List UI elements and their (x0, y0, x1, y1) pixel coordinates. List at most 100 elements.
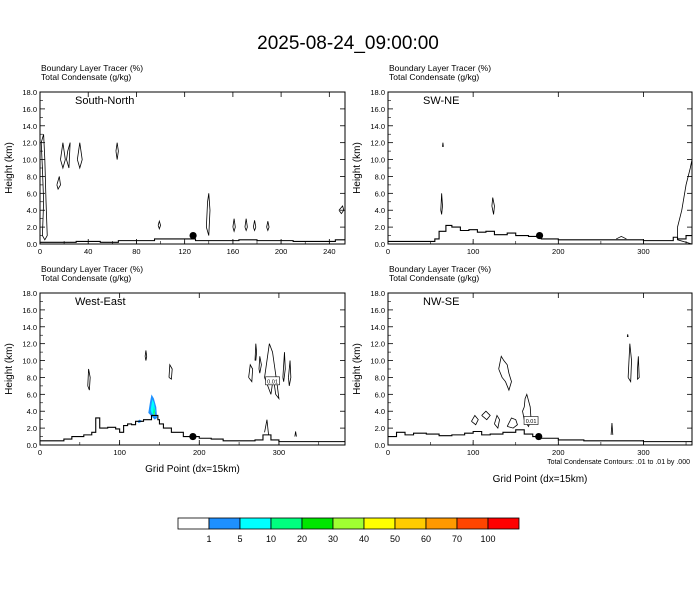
panel-header-line: Boundary Layer Tracer (%) (41, 264, 143, 274)
colorbar-label: 60 (421, 534, 431, 544)
y-tick-label: 6.0 (375, 390, 385, 399)
x-tick-label: 80 (132, 247, 140, 256)
terrain-line (40, 414, 345, 443)
x-tick-label: 300 (637, 448, 650, 457)
condensate-contour (232, 218, 236, 233)
contour-label-text: 0.01 (526, 419, 537, 425)
condensate-contour (282, 352, 286, 382)
figure-title: 2025-08-24_09:00:00 (257, 33, 439, 54)
panel-header-line: Boundary Layer Tracer (%) (41, 63, 143, 73)
x-tick-label: 240 (323, 247, 336, 256)
y-tick-label: 0.0 (375, 240, 385, 249)
y-axis-label: Height (km) (4, 343, 15, 395)
condensate-contour (610, 423, 614, 435)
terrain-line (40, 238, 345, 243)
colorbar-label: 1 (206, 534, 211, 544)
condensate-contour (626, 334, 629, 337)
colorbar-swatch (208, 517, 241, 530)
condensate-contour (481, 410, 491, 421)
panel-label: SW-NE (423, 95, 459, 107)
x-tick-label: 100 (113, 448, 126, 457)
y-tick-label: 4.0 (375, 206, 385, 215)
panel-nw-se: Boundary Layer Tracer (%)Total Condensat… (352, 264, 693, 485)
panel-header-line: Total Condensate (g/kg) (41, 72, 131, 82)
condensate-contour (248, 363, 254, 383)
colorbar-swatch (270, 517, 303, 530)
condensate-contour (616, 235, 627, 240)
condensate-contour (144, 350, 148, 361)
colorbar: 1 5 10 20 30 40 50 60 70 100 (177, 517, 520, 544)
y-tick-label: 18.0 (370, 289, 385, 298)
y-tick-label: 14.0 (22, 122, 37, 131)
x-tick-label: 0 (38, 448, 42, 457)
y-tick-label: 10.0 (22, 357, 37, 366)
condensate-contour (244, 218, 248, 232)
y-tick-label: 14.0 (22, 323, 37, 332)
condensate-contour (66, 142, 71, 169)
colorbar-swatch (239, 517, 272, 530)
y-tick-label: 18.0 (22, 289, 37, 298)
condensate-contour (338, 205, 345, 215)
condensate-contour (294, 431, 297, 437)
panel-label: West-East (75, 296, 126, 308)
y-axis-label: Height (km) (352, 142, 363, 194)
condensate-contour (491, 197, 495, 215)
y-tick-label: 2.0 (27, 424, 37, 433)
condensate-contour (637, 356, 640, 381)
condensate-contour (627, 343, 632, 384)
x-tick-label: 300 (637, 247, 650, 256)
condensate-contour (677, 159, 692, 244)
panel-west-east: Boundary Layer Tracer (%)Total Condensat… (4, 264, 346, 475)
y-tick-label: 4.0 (27, 206, 37, 215)
y-tick-label: 16.0 (370, 306, 385, 315)
y-tick-label: 2.0 (375, 424, 385, 433)
location-marker (535, 432, 543, 441)
condensate-contour (264, 419, 269, 435)
y-tick-label: 8.0 (375, 373, 385, 382)
colorbar-label: 70 (452, 534, 462, 544)
y-tick-label: 10.0 (370, 357, 385, 366)
condensate-contour (264, 343, 280, 400)
y-tick-label: 12.0 (370, 139, 385, 148)
colorbar-swatch (487, 517, 520, 530)
condensate-contour (471, 414, 479, 426)
condensate-contour (205, 193, 211, 236)
plot-frame (387, 292, 693, 446)
condensate-contour (288, 360, 292, 386)
x-tick-label: 300 (273, 448, 286, 457)
y-tick-label: 6.0 (27, 390, 37, 399)
y-tick-label: 8.0 (27, 172, 37, 181)
colorbar-label: 50 (390, 534, 400, 544)
condensate-contour (442, 142, 444, 147)
panel-header-line: Total Condensate (g/kg) (41, 273, 131, 283)
plot-area (388, 142, 692, 244)
x-tick-label: 0 (386, 448, 390, 457)
y-tick-label: 18.0 (22, 88, 37, 97)
panel-header-line: Total Condensate (g/kg) (389, 273, 479, 283)
condensate-contour (266, 221, 270, 232)
y-tick-label: 6.0 (27, 189, 37, 198)
contour-label-text: 0.01 (267, 379, 278, 385)
colorbar-label: 40 (359, 534, 369, 544)
condensate-contour (252, 220, 257, 232)
condensate-contour (56, 176, 61, 191)
condensate-contour (76, 142, 83, 170)
y-tick-label: 2.0 (375, 223, 385, 232)
plot-area: 0.01 (40, 343, 345, 443)
location-marker (535, 231, 544, 240)
plot-area: 0.01 (388, 334, 692, 443)
x-tick-label: 120 (178, 247, 191, 256)
condensate-contour (87, 368, 91, 391)
plot-frame (387, 91, 693, 245)
x-tick-label: 200 (552, 448, 565, 457)
x-tick-label: 100 (467, 448, 480, 457)
y-tick-label: 2.0 (27, 223, 37, 232)
plot-frame (39, 91, 346, 245)
tracer-fill (153, 407, 156, 417)
contour-label-box (523, 416, 539, 425)
colorbar-label: 10 (266, 534, 276, 544)
y-tick-label: 12.0 (370, 340, 385, 349)
y-tick-label: 4.0 (27, 407, 37, 416)
condensate-contour (498, 355, 512, 392)
